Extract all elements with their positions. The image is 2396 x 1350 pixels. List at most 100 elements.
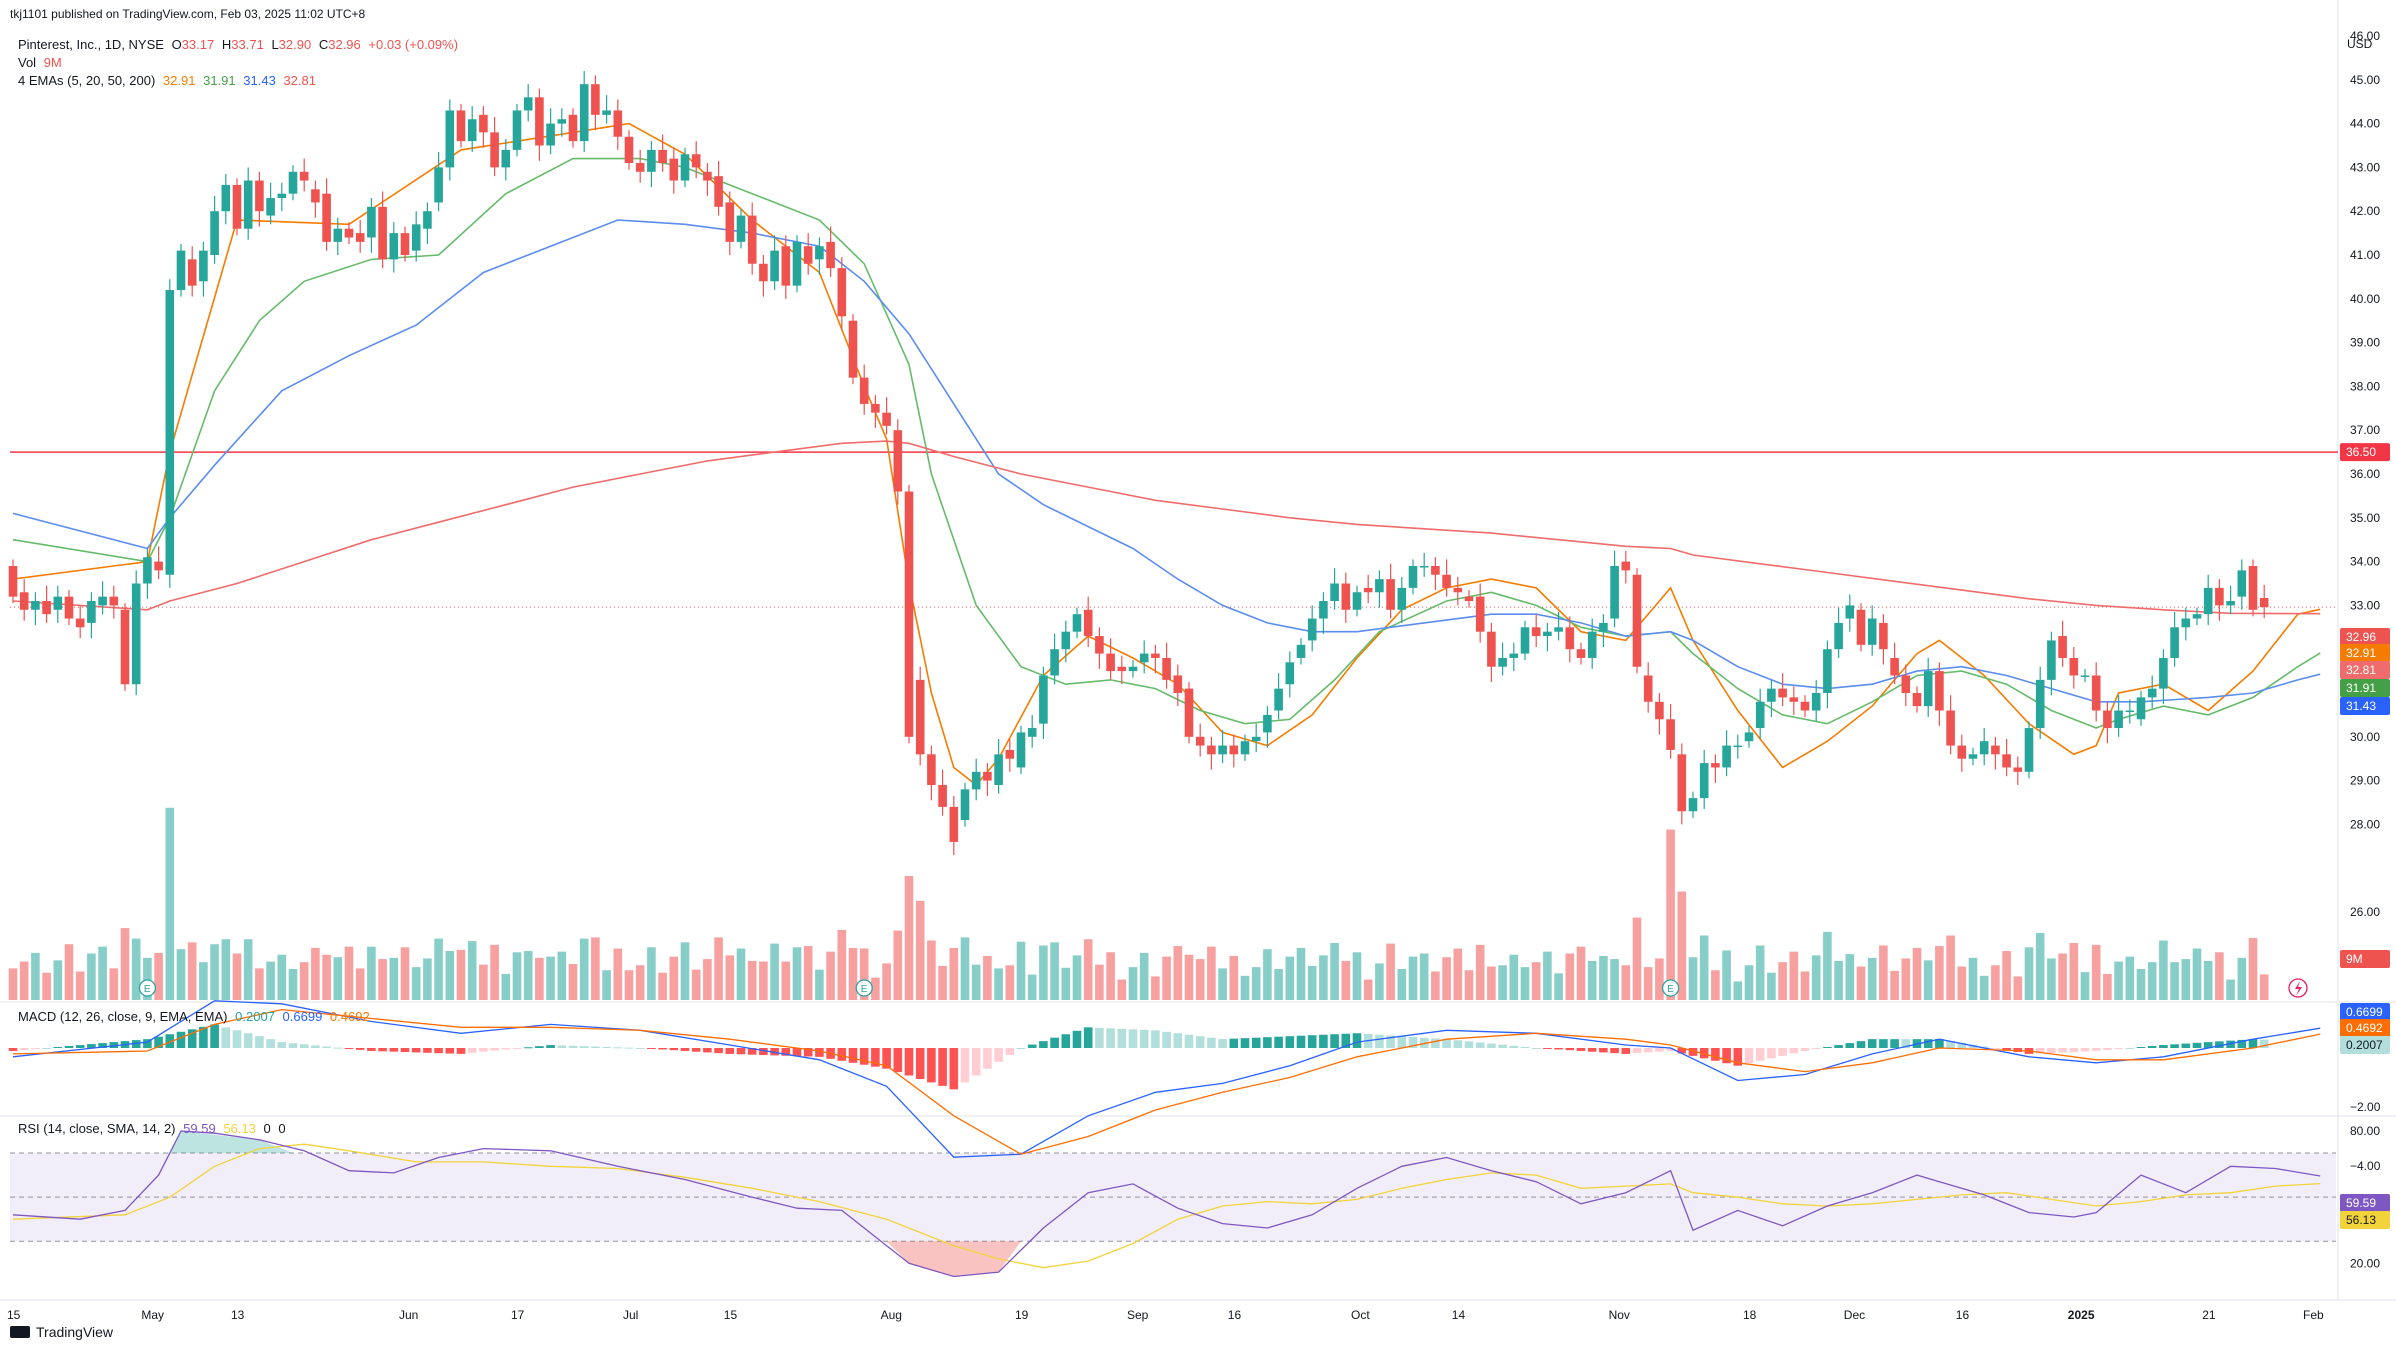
candle[interactable] xyxy=(2114,695,2123,737)
candle[interactable] xyxy=(2047,631,2056,696)
candle[interactable] xyxy=(1375,570,1384,608)
candle[interactable] xyxy=(1610,550,1619,628)
candle[interactable] xyxy=(1733,734,1743,759)
candle[interactable] xyxy=(1901,664,1911,707)
candle[interactable] xyxy=(1677,743,1687,825)
candle[interactable] xyxy=(983,763,992,796)
candle[interactable] xyxy=(8,559,18,604)
candle[interactable] xyxy=(1117,655,1127,685)
candle[interactable] xyxy=(523,84,533,122)
candle[interactable] xyxy=(2159,649,2168,704)
candle[interactable] xyxy=(1979,728,1989,766)
candle[interactable] xyxy=(1039,666,1048,739)
tradingview-logo[interactable]: TradingView xyxy=(10,1324,113,1340)
candle[interactable] xyxy=(2237,559,2247,610)
symbol-name[interactable]: Pinterest, Inc., 1D, NYSE xyxy=(18,37,164,52)
candle[interactable] xyxy=(2091,662,2101,722)
candle[interactable] xyxy=(1330,568,1339,610)
candle[interactable] xyxy=(1207,736,1216,770)
candle[interactable] xyxy=(635,149,645,183)
candle[interactable] xyxy=(1408,559,1418,595)
candle[interactable] xyxy=(1431,557,1440,591)
candle[interactable] xyxy=(1946,695,1955,755)
candle[interactable] xyxy=(456,103,466,148)
candle[interactable] xyxy=(1184,682,1194,744)
candle[interactable] xyxy=(781,235,791,299)
currency-label[interactable]: USD xyxy=(2347,37,2373,51)
candle[interactable] xyxy=(1464,590,1474,608)
candle[interactable] xyxy=(1319,592,1328,634)
candle[interactable] xyxy=(2024,721,2034,779)
candle[interactable] xyxy=(591,75,600,131)
candle[interactable] xyxy=(1240,734,1250,761)
candle[interactable] xyxy=(1352,585,1362,617)
candle[interactable] xyxy=(266,182,275,225)
rsi-legend[interactable]: RSI (14, close, SMA, 14, 2) 59.59 56.13 … xyxy=(18,1121,290,1136)
candle[interactable] xyxy=(1991,736,2000,770)
candle[interactable] xyxy=(1016,725,1026,775)
candle[interactable] xyxy=(826,226,835,277)
candle[interactable] xyxy=(1386,563,1395,619)
candle[interactable] xyxy=(579,71,589,153)
candle[interactable] xyxy=(1453,576,1463,606)
candle[interactable] xyxy=(2103,701,2112,744)
candle[interactable] xyxy=(2125,699,2135,724)
candle[interactable] xyxy=(725,191,735,255)
candle[interactable] xyxy=(512,103,522,157)
candle[interactable] xyxy=(1565,616,1575,663)
candle[interactable] xyxy=(882,397,891,435)
candle[interactable] xyxy=(479,106,488,148)
candle[interactable] xyxy=(1912,686,1922,713)
macd-legend[interactable]: MACD (12, 26, close, 9, EMA, EMA) 0.2007… xyxy=(18,1009,374,1024)
candle[interactable] xyxy=(837,257,847,330)
candle[interactable] xyxy=(2136,690,2146,726)
candle[interactable] xyxy=(299,158,309,192)
candle[interactable] xyxy=(1128,660,1138,678)
candle[interactable] xyxy=(1106,638,1115,680)
candle[interactable] xyxy=(1139,640,1149,674)
candle[interactable] xyxy=(400,226,410,262)
candle[interactable] xyxy=(669,147,679,194)
candle[interactable] xyxy=(546,108,555,155)
candle[interactable] xyxy=(1778,673,1787,707)
candle[interactable] xyxy=(2080,668,2090,683)
candle[interactable] xyxy=(1856,603,1866,652)
candle[interactable] xyxy=(1442,559,1451,597)
candle[interactable] xyxy=(243,167,253,240)
candle[interactable] xyxy=(2170,611,2179,667)
candle[interactable] xyxy=(1173,664,1183,707)
candle[interactable] xyxy=(893,419,903,505)
candle[interactable] xyxy=(1890,642,1899,685)
candle[interactable] xyxy=(1811,679,1821,722)
candle[interactable] xyxy=(1968,747,1978,766)
candle[interactable] xyxy=(1666,703,1675,759)
candle[interactable] xyxy=(2259,584,2269,619)
candle[interactable] xyxy=(624,130,634,170)
candle[interactable] xyxy=(1509,642,1519,672)
candle[interactable] xyxy=(568,108,578,148)
candle[interactable] xyxy=(613,99,623,150)
candle[interactable] xyxy=(792,235,802,293)
candle[interactable] xyxy=(971,758,981,801)
candle[interactable] xyxy=(2192,607,2202,626)
candle[interactable] xyxy=(1643,662,1653,713)
candle[interactable] xyxy=(19,579,29,621)
candle[interactable] xyxy=(434,152,443,212)
candle[interactable] xyxy=(1957,734,1967,772)
candle[interactable] xyxy=(1274,673,1283,720)
candle[interactable] xyxy=(747,202,757,275)
candle[interactable] xyxy=(42,585,51,623)
candle[interactable] xyxy=(2248,559,2258,617)
candle[interactable] xyxy=(915,666,925,766)
ema-legend[interactable]: 4 EMAs (5, 20, 50, 200) 32.91 31.91 31.4… xyxy=(18,73,320,88)
candle[interactable] xyxy=(277,182,287,212)
candle[interactable] xyxy=(210,195,219,264)
candle[interactable] xyxy=(1632,568,1642,674)
candle[interactable] xyxy=(1263,706,1272,748)
candle[interactable] xyxy=(1699,749,1709,810)
candle[interactable] xyxy=(1879,614,1888,665)
candle[interactable] xyxy=(53,585,63,623)
candle[interactable] xyxy=(467,106,477,153)
candle[interactable] xyxy=(736,209,746,249)
candle[interactable] xyxy=(1419,552,1429,577)
